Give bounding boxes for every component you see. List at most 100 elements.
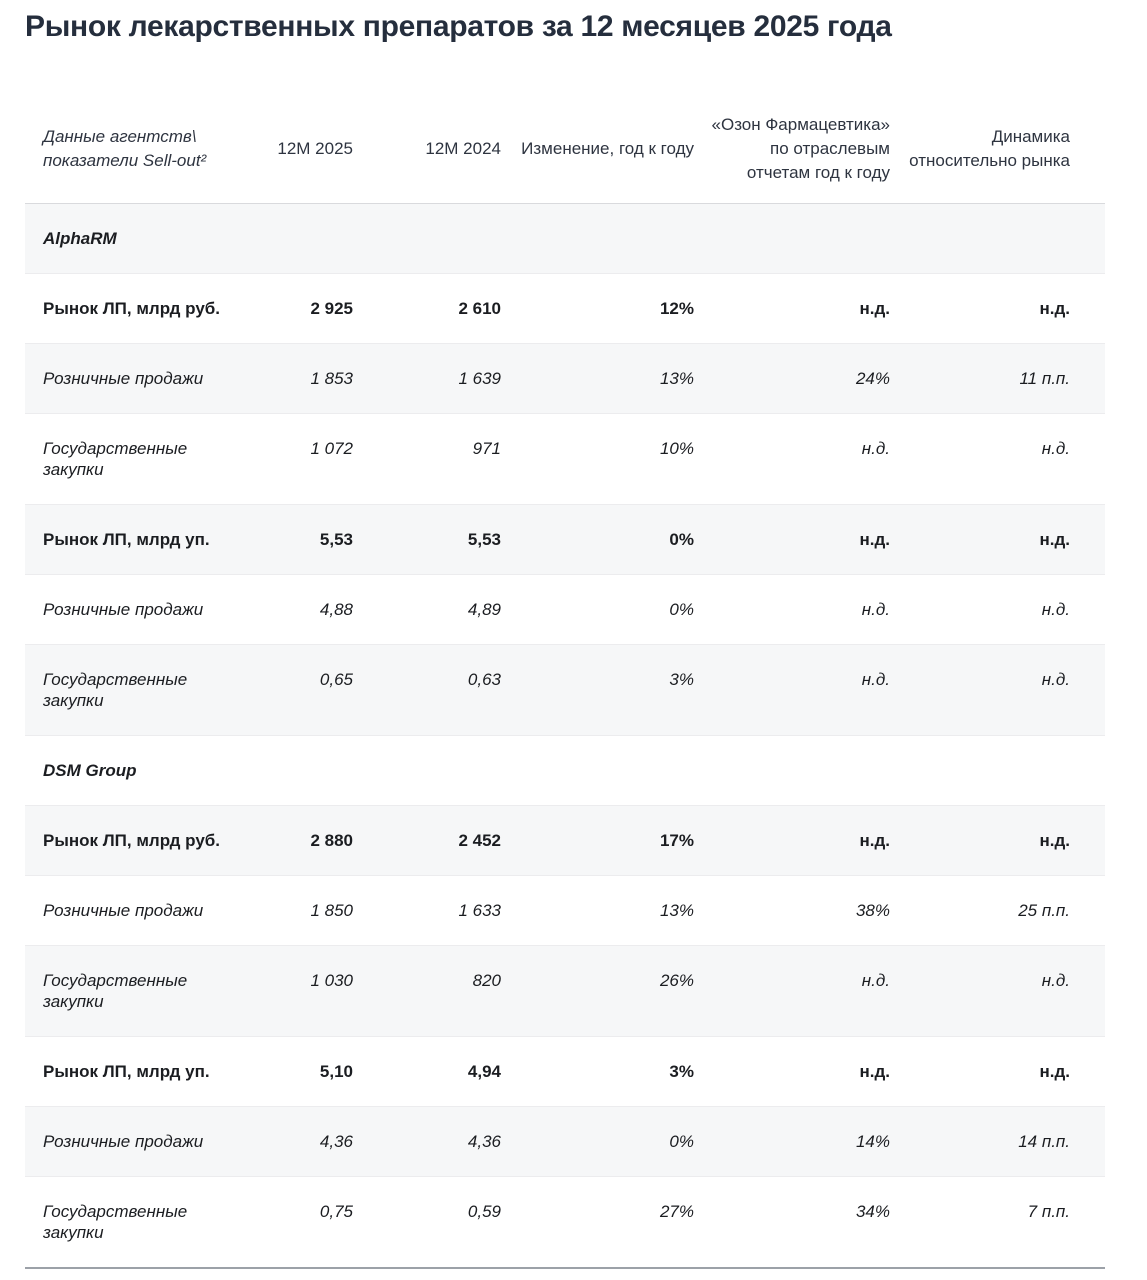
row-label: Розничные продажи: [43, 900, 204, 920]
table-row: Рынок ЛП, млрд руб. 2 925 2 610 12% н.д.…: [25, 273, 1105, 343]
table-row: Розничные продажи 1 850 1 633 13% 38% 25…: [25, 875, 1105, 945]
row-label: Рынок ЛП, млрд уп.: [43, 1061, 210, 1081]
cell-dynamics: н.д.: [890, 805, 1105, 875]
row-label: Розничные продажи: [43, 599, 204, 619]
cell-12m-2025: 4,88: [319, 599, 353, 619]
cell-dynamics: н.д.: [890, 644, 1105, 735]
row-label: Государственные закупки: [25, 644, 260, 735]
col-header-12m-2025: 12M 2025: [260, 96, 353, 204]
table-row: Государственные закупки 0,75 0,59 27% 34…: [25, 1176, 1105, 1268]
cell-change-yoy: 17%: [501, 805, 694, 875]
cell-change-yoy: 12%: [659, 298, 694, 318]
row-label: Государственные закупки: [43, 438, 188, 479]
cell-dynamics: н.д.: [1039, 1061, 1070, 1081]
cell-ozon-pharma: 14%: [694, 1106, 890, 1176]
table-row: Розничные продажи 4,36 4,36 0% 14% 14 п.…: [25, 1106, 1105, 1176]
cell-ozon-pharma: н.д.: [694, 945, 890, 1036]
cell-ozon-pharma: н.д.: [859, 1061, 890, 1081]
table-body: AlphaRM Рынок ЛП, млрд руб. 2 925 2 610 …: [25, 203, 1105, 1268]
cell-ozon-pharma: 34%: [855, 1201, 890, 1221]
col-header-agency-metrics: Данные агентств\ показатели Sell-out²: [25, 96, 260, 204]
cell-ozon-pharma: н.д.: [861, 438, 890, 458]
cell-dynamics: н.д.: [1039, 298, 1070, 318]
cell-ozon-pharma: н.д.: [694, 805, 890, 875]
cell-12m-2024: 2 452: [353, 805, 501, 875]
col-header-line: показатели Sell-out²: [43, 151, 207, 171]
cell-change-yoy: 3%: [501, 644, 694, 735]
cell-ozon-pharma: 24%: [694, 343, 890, 413]
table-row: Государственные закупки 1 072 971 10% н.…: [25, 413, 1105, 504]
cell-12m-2025: 1 030: [260, 945, 353, 1036]
cell-12m-2025: 4,36: [260, 1106, 353, 1176]
cell-ozon-pharma: н.д.: [694, 504, 890, 574]
cell-dynamics: н.д.: [1041, 438, 1070, 458]
cell-dynamics: 7 п.п.: [1027, 1201, 1070, 1221]
table-row: Розничные продажи 1 853 1 639 13% 24% 11…: [25, 343, 1105, 413]
cell-12m-2024: 1 633: [458, 900, 501, 920]
table-row: Государственные закупки 1 030 820 26% н.…: [25, 945, 1105, 1036]
cell-change-yoy: 26%: [501, 945, 694, 1036]
cell-change-yoy: 0%: [669, 599, 694, 619]
table-row: Государственные закупки 0,65 0,63 3% н.д…: [25, 644, 1105, 735]
col-header-ozon-pharma-reports: «Озон Фармацевтика» по отраслевым отчета…: [694, 96, 890, 204]
col-header-change-yoy: Изменение, год к году: [501, 96, 694, 204]
cell-12m-2024: 2 610: [458, 298, 501, 318]
table-header-row: Данные агентств\ показатели Sell-out² 12…: [25, 96, 1105, 204]
section-row-alpharm: AlphaRM: [25, 203, 1105, 273]
section-row-dsm-group: DSM Group: [25, 735, 1105, 805]
col-header-line: «Озон Фармацевтика»: [711, 115, 890, 135]
cell-ozon-pharma: н.д.: [861, 599, 890, 619]
col-header-dynamics-vs-market: Динамика относительно рынка: [890, 96, 1105, 204]
cell-change-yoy: 10%: [659, 438, 694, 458]
cell-change-yoy: 27%: [659, 1201, 694, 1221]
cell-12m-2024: 4,89: [467, 599, 501, 619]
market-data-table: Данные агентств\ показатели Sell-out² 12…: [25, 96, 1105, 1269]
row-label: Рынок ЛП, млрд уп.: [25, 504, 260, 574]
cell-change-yoy: 3%: [669, 1061, 694, 1081]
col-header-line: относительно рынка: [909, 151, 1070, 171]
section-label: AlphaRM: [25, 203, 1105, 273]
cell-change-yoy: 13%: [501, 343, 694, 413]
cell-12m-2024: 0,63: [353, 644, 501, 735]
row-label: Розничные продажи: [25, 1106, 260, 1176]
cell-12m-2024: 4,94: [467, 1061, 501, 1081]
row-label: Государственные закупки: [25, 945, 260, 1036]
cell-12m-2025: 1 853: [260, 343, 353, 413]
cell-12m-2025: 2 925: [310, 298, 353, 318]
col-header-line: отчетам год к году: [746, 163, 890, 183]
cell-dynamics: 11 п.п.: [890, 343, 1105, 413]
col-header-12m-2024: 12M 2024: [353, 96, 501, 204]
cell-12m-2024: 971: [472, 438, 501, 458]
cell-ozon-pharma: н.д.: [694, 644, 890, 735]
table-row: Рынок ЛП, млрд руб. 2 880 2 452 17% н.д.…: [25, 805, 1105, 875]
cell-12m-2024: 1 639: [353, 343, 501, 413]
cell-dynamics: н.д.: [890, 504, 1105, 574]
page-title: Рынок лекарственных препаратов за 12 мес…: [25, 10, 892, 43]
col-header-line: по отраслевым: [770, 139, 890, 159]
cell-12m-2025: 0,75: [319, 1201, 353, 1221]
cell-12m-2024: 0,59: [467, 1201, 501, 1221]
table-row: Рынок ЛП, млрд уп. 5,10 4,94 3% н.д. н.д…: [25, 1036, 1105, 1106]
cell-dynamics: 14 п.п.: [890, 1106, 1105, 1176]
cell-12m-2025: 2 880: [260, 805, 353, 875]
col-header-line: Динамика: [991, 127, 1070, 147]
col-header-line: Данные агентств\: [43, 127, 197, 147]
cell-change-yoy: 13%: [659, 900, 694, 920]
cell-dynamics: н.д.: [1041, 599, 1070, 619]
row-label: Розничные продажи: [25, 343, 260, 413]
cell-12m-2025: 0,65: [260, 644, 353, 735]
cell-ozon-pharma: 38%: [855, 900, 890, 920]
table-row: Розничные продажи 4,88 4,89 0% н.д. н.д.: [25, 574, 1105, 644]
cell-ozon-pharma: н.д.: [859, 298, 890, 318]
cell-12m-2024: 4,36: [353, 1106, 501, 1176]
cell-12m-2024: 820: [353, 945, 501, 1036]
cell-change-yoy: 0%: [501, 504, 694, 574]
cell-dynamics: 25 п.п.: [1018, 900, 1070, 920]
cell-12m-2025: 5,53: [260, 504, 353, 574]
cell-12m-2025: 5,10: [319, 1061, 353, 1081]
cell-12m-2024: 5,53: [353, 504, 501, 574]
cell-change-yoy: 0%: [501, 1106, 694, 1176]
table-row: Рынок ЛП, млрд уп. 5,53 5,53 0% н.д. н.д…: [25, 504, 1105, 574]
row-label: Государственные закупки: [43, 1201, 188, 1242]
